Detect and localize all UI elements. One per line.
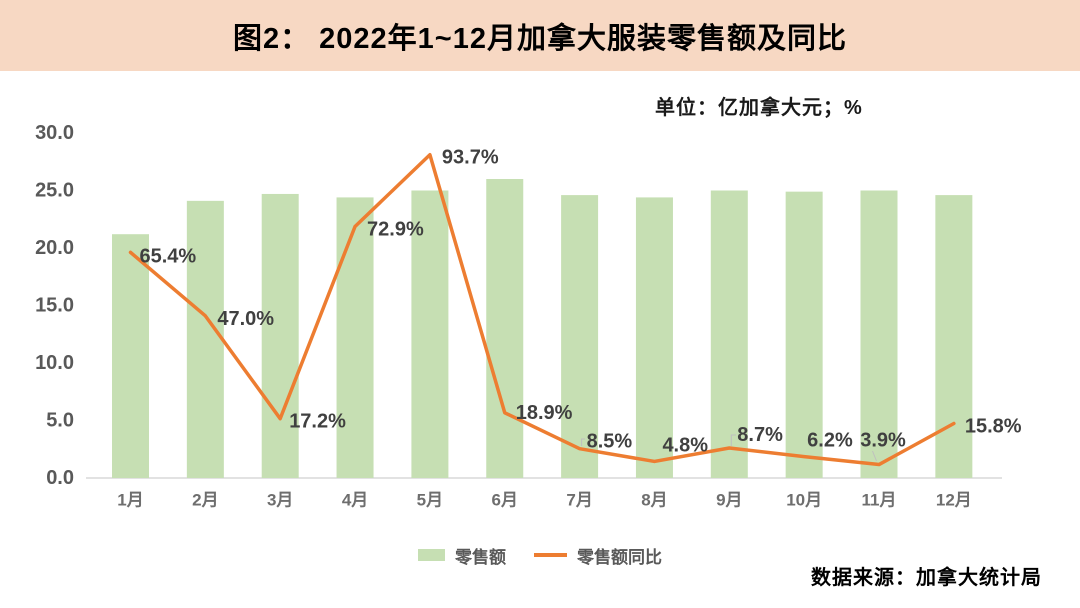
bar-3月 — [261, 193, 299, 478]
y-tick-label: 25.0 — [35, 180, 74, 202]
data-label: 6.2% — [807, 430, 853, 452]
x-axis-label: 7月 — [566, 491, 592, 510]
label-leader-line — [872, 450, 877, 462]
unit-note: 单位：亿加拿大元；% — [655, 97, 863, 119]
data-label: 17.2% — [289, 411, 346, 433]
title-banner: 图2： 2022年1~12月加拿大服装零售额及同比 — [0, 0, 1080, 71]
x-axis-label: 4月 — [342, 491, 368, 510]
line-legend-swatch-icon — [534, 553, 567, 557]
y-tick-label: 20.0 — [35, 237, 74, 259]
bar-11月 — [860, 190, 898, 478]
chart-plot-area: 30.0 25.0 20.0 15.0 10.0 5.0 0.0 1月 2月 3月 4月 5月 6月 7月… — [35, 122, 1022, 510]
y-tick-label: 10.0 — [35, 352, 74, 374]
data-label: 4.8% — [662, 434, 708, 456]
data-label: 8.5% — [587, 431, 633, 453]
bar-5月 — [411, 190, 449, 478]
chart-title: 图2： 2022年1~12月加拿大服装零售额及同比 — [232, 22, 848, 55]
bar-8月 — [635, 197, 673, 478]
yoy-line — [128, 152, 956, 467]
bar-6月 — [486, 179, 524, 478]
x-axis-label: 3月 — [267, 491, 293, 510]
bar-4月 — [336, 197, 374, 478]
bar-10月 — [785, 191, 823, 478]
data-label: 72.9% — [367, 218, 424, 240]
y-tick-label: 15.0 — [35, 295, 74, 317]
x-axis-label: 2月 — [192, 491, 218, 510]
y-tick-label: 30.0 — [35, 122, 74, 144]
line-legend-label: 零售额同比 — [577, 547, 662, 567]
y-tick-label: 0.0 — [46, 467, 74, 489]
legend: 零售额 零售额同比 — [0, 544, 1080, 567]
bar-1月 — [112, 234, 149, 478]
data-label: 3.9% — [860, 430, 906, 452]
data-source-note: 数据来源：加拿大统计局 — [811, 567, 1042, 589]
data-label: 93.7% — [442, 147, 499, 169]
data-label: 65.4% — [140, 245, 197, 267]
x-axis-label: 12月 — [936, 491, 972, 510]
x-axis-label: 5月 — [417, 491, 443, 510]
data-label: 15.8% — [965, 415, 1022, 437]
x-axis-label: 6月 — [492, 491, 518, 510]
bar-7月 — [561, 195, 599, 478]
data-label: 8.7% — [737, 424, 783, 446]
bar-legend-swatch-icon — [418, 549, 445, 561]
label-leader-line — [730, 434, 736, 446]
bar-2月 — [186, 200, 224, 478]
x-axis-label: 1月 — [117, 491, 143, 510]
x-axis-label: 10月 — [786, 491, 822, 510]
data-label: 18.9% — [516, 402, 573, 424]
bar-9月 — [710, 190, 748, 478]
label-leader-line — [581, 438, 585, 446]
y-tick-label: 5.0 — [46, 410, 74, 432]
data-label: 47.0% — [217, 308, 274, 330]
bar-legend-label: 零售额 — [455, 547, 506, 567]
x-axis-label: 9月 — [716, 491, 742, 510]
x-axis-label: 8月 — [641, 491, 667, 510]
x-axis-label: 11月 — [862, 491, 897, 510]
